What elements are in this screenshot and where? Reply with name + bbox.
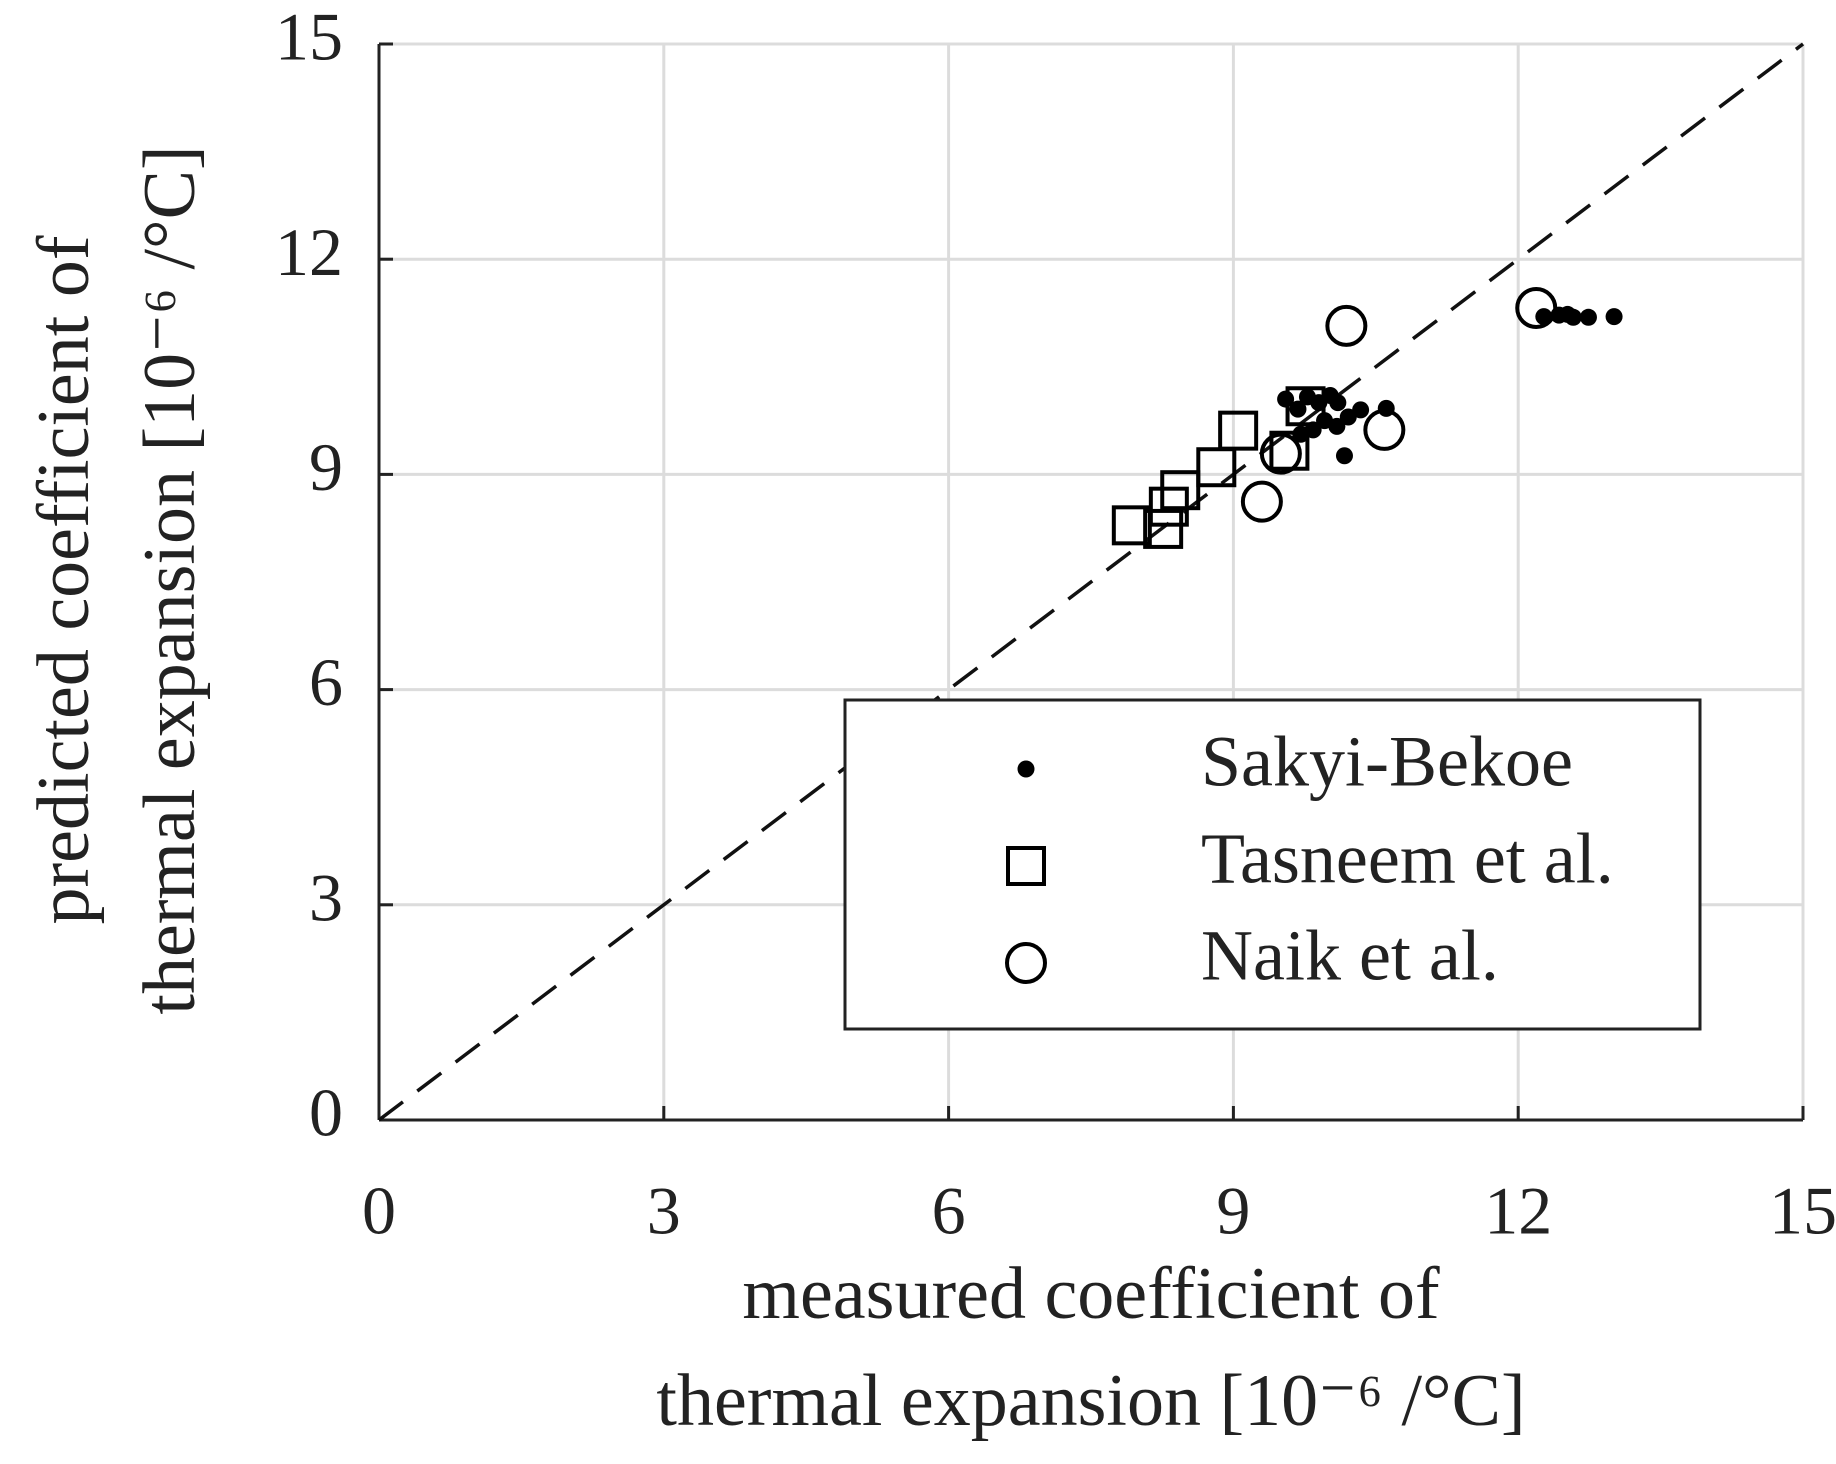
y-tick-label: 12 — [275, 214, 343, 290]
dot-marker — [1352, 401, 1370, 419]
reference-line — [377, 42, 1805, 1122]
dot-marker — [1289, 400, 1307, 418]
x-tick-label: 0 — [362, 1173, 396, 1249]
x-tick-label: 15 — [1769, 1173, 1836, 1249]
legend-label: Sakyi-Bekoe — [1201, 722, 1573, 802]
x-tick-label: 6 — [932, 1173, 966, 1249]
y-tick-label: 3 — [309, 859, 343, 935]
dot-marker — [1335, 447, 1353, 465]
x-tick-label: 9 — [1216, 1173, 1250, 1249]
dot-marker — [1605, 308, 1623, 326]
dot-marker — [1579, 308, 1597, 326]
dot-marker — [1329, 394, 1347, 412]
legend-marker — [1005, 942, 1047, 984]
x-axis-label: thermal expansion [10⁻⁶ /°C] — [656, 1360, 1525, 1442]
legend-marker — [1006, 846, 1046, 886]
circle-marker — [1259, 432, 1302, 475]
y-tick-label: 9 — [309, 429, 343, 505]
dot-marker — [1559, 305, 1577, 323]
x-tick-label: 12 — [1484, 1173, 1552, 1249]
legend-box — [843, 698, 1702, 1031]
y-axis-label: predicted coefficient of — [23, 235, 105, 924]
dot-marker — [1339, 408, 1357, 426]
square-marker — [1218, 410, 1259, 451]
square-marker — [1285, 386, 1326, 427]
square-marker — [1160, 470, 1201, 511]
y-tick-label: 15 — [275, 0, 343, 75]
legend-marker — [1017, 760, 1035, 778]
y-axis-label: thermal expansion [10⁻⁶ /°C] — [129, 145, 211, 1014]
dot-marker — [1328, 417, 1346, 435]
y-tick-label: 0 — [309, 1075, 343, 1151]
x-tick-label: 3 — [647, 1173, 681, 1249]
circle-marker — [1515, 286, 1558, 329]
square-marker — [1143, 508, 1184, 549]
x-axis-label: measured coefficient of — [742, 1253, 1440, 1335]
legend-label: Tasneem et al. — [1201, 819, 1614, 899]
circle-marker — [1240, 480, 1283, 523]
square-marker — [1196, 447, 1237, 488]
circle-marker — [1363, 408, 1406, 451]
legend-label: Naik et al. — [1201, 916, 1499, 996]
y-tick-label: 6 — [309, 644, 343, 720]
circle-marker — [1325, 304, 1368, 347]
